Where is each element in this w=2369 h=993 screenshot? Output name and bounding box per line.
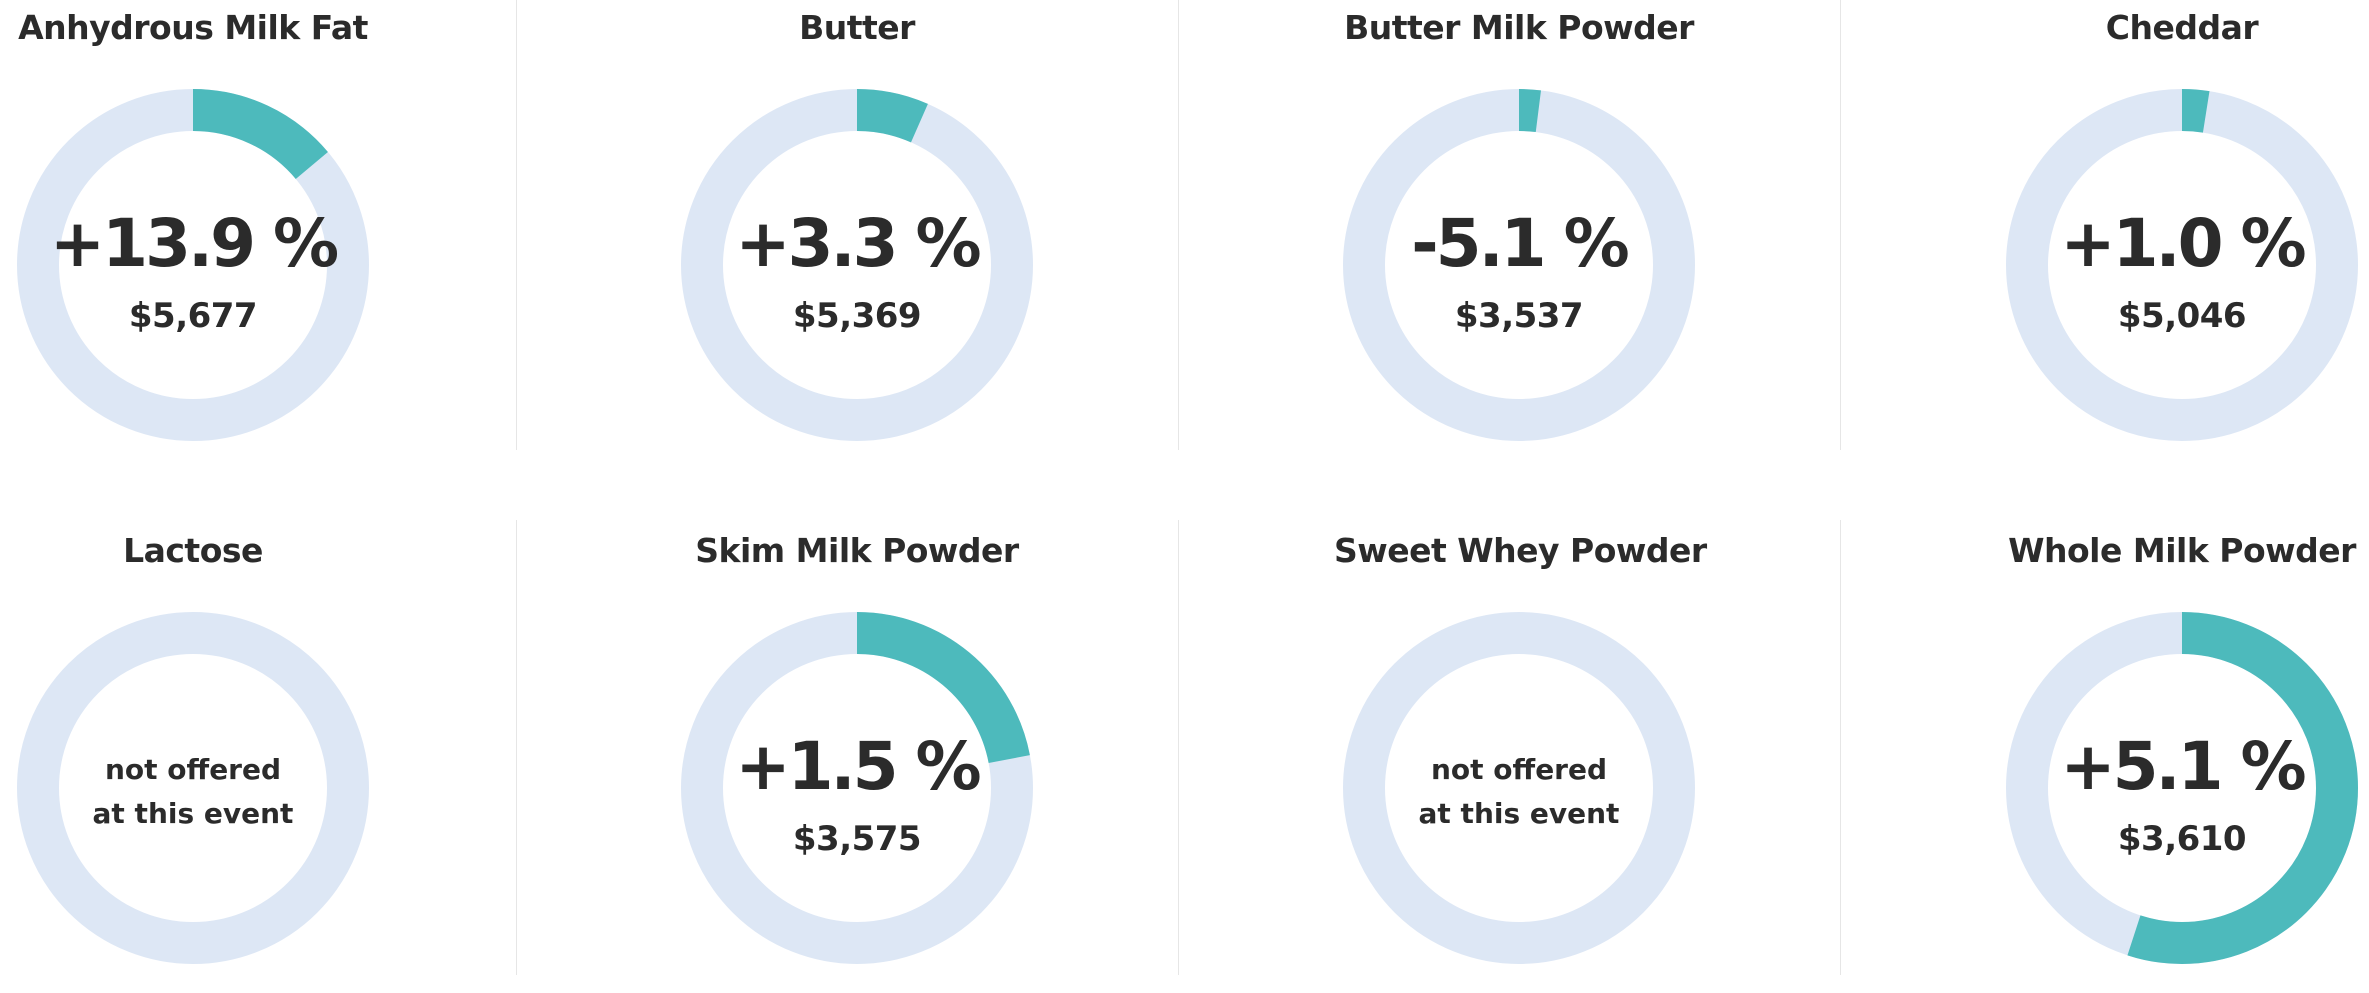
donut-chart [1343,89,1695,441]
product-gauge: Butter +3.3 % $5,369 [672,0,1264,470]
column-divider [1840,520,1841,975]
not-offered-line: at this event [1418,797,1620,830]
donut-chart [1343,612,1695,964]
percent-change: +13.9 % [49,205,339,282]
gauge-title: Butter Milk Powder [1344,8,1694,47]
donut-track [17,612,369,964]
price-value: $5,677 [128,296,258,336]
donut-fill-segment [681,612,1033,964]
price-value: $5,046 [2117,296,2247,336]
product-gauge: Skim Milk Powder +1.5 % $3,575 [672,523,1264,993]
column-divider [1178,520,1179,975]
product-gauge: Sweet Whey Powder not offered at this even… [1334,523,1926,993]
not-offered-message: not offered at this event [8,748,378,836]
donut-fill-segment [17,89,369,441]
column-divider [1178,0,1179,450]
gauge-title: Anhydrous Milk Fat [18,8,368,47]
not-offered-line: at this event [92,797,294,830]
donut-chart [2006,612,2358,964]
donut-fill-segment [681,89,1033,441]
donut-chart [2006,89,2358,441]
donut-fill-segment [1343,89,1695,441]
percent-change: +1.0 % [2060,205,2306,282]
price-value: $5,369 [792,296,922,336]
donut-chart [681,89,1033,441]
donut-chart [17,612,369,964]
price-value: $3,610 [2117,819,2247,859]
donut-fill-segment [2006,612,2358,964]
product-gauge: Cheddar +1.0 % $5,046 [1997,0,2369,470]
gauge-title: Lactose [123,531,263,570]
product-gauge: Anhydrous Milk Fat +13.9 % $5,677 [8,0,600,470]
price-value: $3,537 [1454,296,1584,336]
product-gauge: Whole Milk Powder +5.1 % $3,610 [1997,523,2369,993]
donut-chart [17,89,369,441]
gauge-title: Butter [799,8,915,47]
gauge-title: Skim Milk Powder [695,531,1019,570]
percent-change: +1.5 % [735,728,981,805]
column-divider [516,520,517,975]
product-gauge: Butter Milk Powder -5.1 % $3,537 [1334,0,1926,470]
not-offered-line: not offered [104,753,282,786]
price-value: $3,575 [792,819,922,859]
not-offered-message: not offered at this event [1334,748,1704,836]
product-gauge: Lactose not offered at this event [8,523,600,993]
column-divider [516,0,517,450]
donut-chart [681,612,1033,964]
not-offered-line: not offered [1430,753,1608,786]
gauge-title: Whole Milk Powder [2008,531,2356,570]
gauge-title: Sweet Whey Powder [1334,531,1707,570]
donut-track [1343,612,1695,964]
column-divider [1840,0,1841,450]
donut-fill-segment [2006,89,2358,441]
percent-change: +3.3 % [735,205,981,282]
percent-change: -5.1 % [1411,205,1629,282]
percent-change: +5.1 % [2060,728,2306,805]
gauge-title: Cheddar [2105,8,2259,47]
